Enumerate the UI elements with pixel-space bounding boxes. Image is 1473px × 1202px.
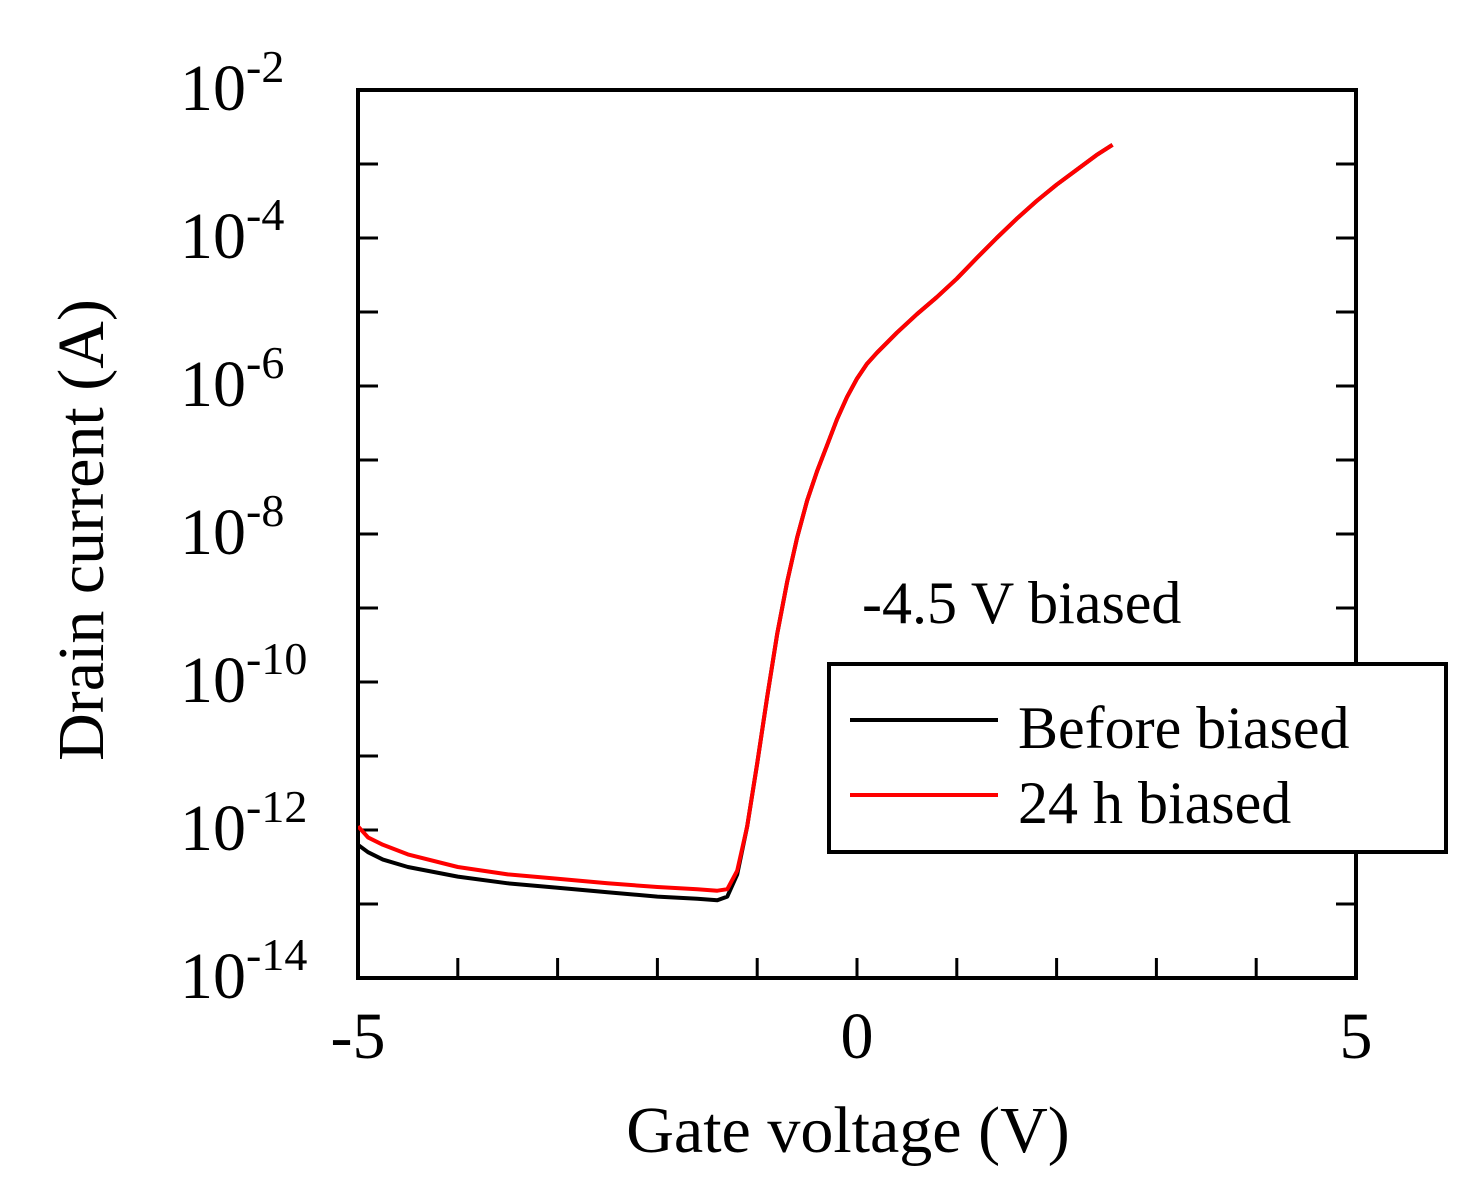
x-tick-label: 0 (841, 1000, 874, 1073)
y-tick-label: 10-4 (180, 189, 284, 273)
legend: Before biased 24 h biased (827, 662, 1448, 854)
x-tick-labels: -5 0 5 (331, 1000, 1373, 1073)
legend-box (827, 662, 1448, 854)
y-tick-labels: 10-2 10-4 10-6 10-8 10-10 10-12 10-14 (180, 41, 307, 1013)
annotation-label: -4.5 V biased (862, 570, 1181, 636)
axis-ticks (358, 162, 1356, 978)
legend-label-24h-biased: 24 h biased (1018, 770, 1291, 836)
y-tick-label: 10-2 (180, 41, 284, 125)
y-tick-label: 10-6 (180, 337, 284, 421)
legend-label-before-biased: Before biased (1018, 695, 1350, 761)
x-tick-label: -5 (331, 1000, 386, 1073)
y-tick-label: 10-12 (180, 781, 307, 865)
y-tick-label: 10-8 (180, 485, 284, 569)
x-axis-title: Gate voltage (V) (626, 1094, 1069, 1167)
y-tick-label: 10-14 (180, 929, 307, 1013)
y-axis-title: Drain current (A) (45, 299, 118, 761)
x-tick-label: 5 (1340, 1000, 1373, 1073)
series-line-1 (358, 143, 1114, 893)
series-layer (358, 143, 1114, 903)
y-tick-label: 10-10 (180, 633, 307, 717)
